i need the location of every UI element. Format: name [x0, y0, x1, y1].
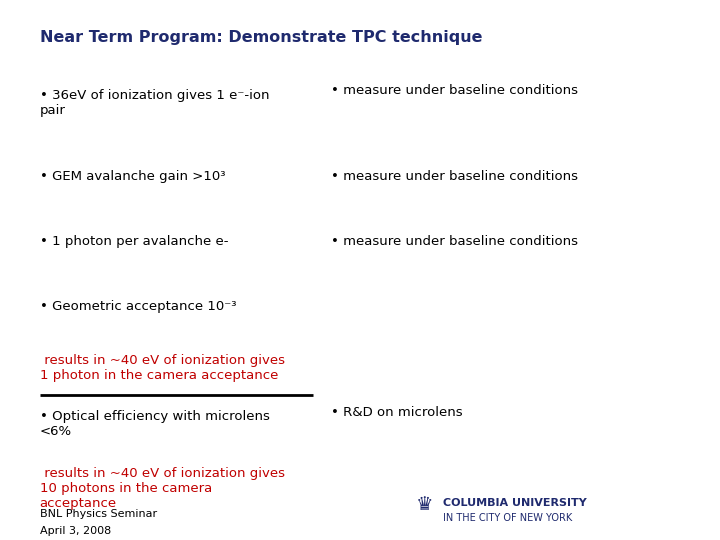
Text: • Optical efficiency with microlens
<6%: • Optical efficiency with microlens <6%	[40, 410, 269, 438]
Text: • 1 photon per avalanche e-: • 1 photon per avalanche e-	[40, 235, 228, 248]
Text: COLUMBIA UNIVERSITY: COLUMBIA UNIVERSITY	[443, 498, 587, 509]
Text: • Geometric acceptance 10⁻³: • Geometric acceptance 10⁻³	[40, 300, 236, 313]
Text: • measure under baseline conditions: • measure under baseline conditions	[331, 84, 578, 97]
Text: • measure under baseline conditions: • measure under baseline conditions	[331, 235, 578, 248]
Text: IN THE CITY OF NEW YORK: IN THE CITY OF NEW YORK	[443, 513, 572, 523]
Text: BNL Physics Seminar: BNL Physics Seminar	[40, 509, 157, 519]
Text: • measure under baseline conditions: • measure under baseline conditions	[331, 170, 578, 183]
Text: • GEM avalanche gain >10³: • GEM avalanche gain >10³	[40, 170, 225, 183]
Text: April 3, 2008: April 3, 2008	[40, 526, 111, 537]
Text: results in ~40 eV of ionization gives
1 photon in the camera acceptance: results in ~40 eV of ionization gives 1 …	[40, 354, 284, 382]
Text: ♛: ♛	[416, 495, 433, 515]
Text: • 36eV of ionization gives 1 e⁻-ion
pair: • 36eV of ionization gives 1 e⁻-ion pair	[40, 89, 269, 117]
Text: • R&D on microlens: • R&D on microlens	[331, 406, 463, 419]
Text: Near Term Program: Demonstrate TPC technique: Near Term Program: Demonstrate TPC techn…	[40, 30, 482, 45]
Text: results in ~40 eV of ionization gives
10 photons in the camera
acceptance: results in ~40 eV of ionization gives 10…	[40, 467, 284, 510]
